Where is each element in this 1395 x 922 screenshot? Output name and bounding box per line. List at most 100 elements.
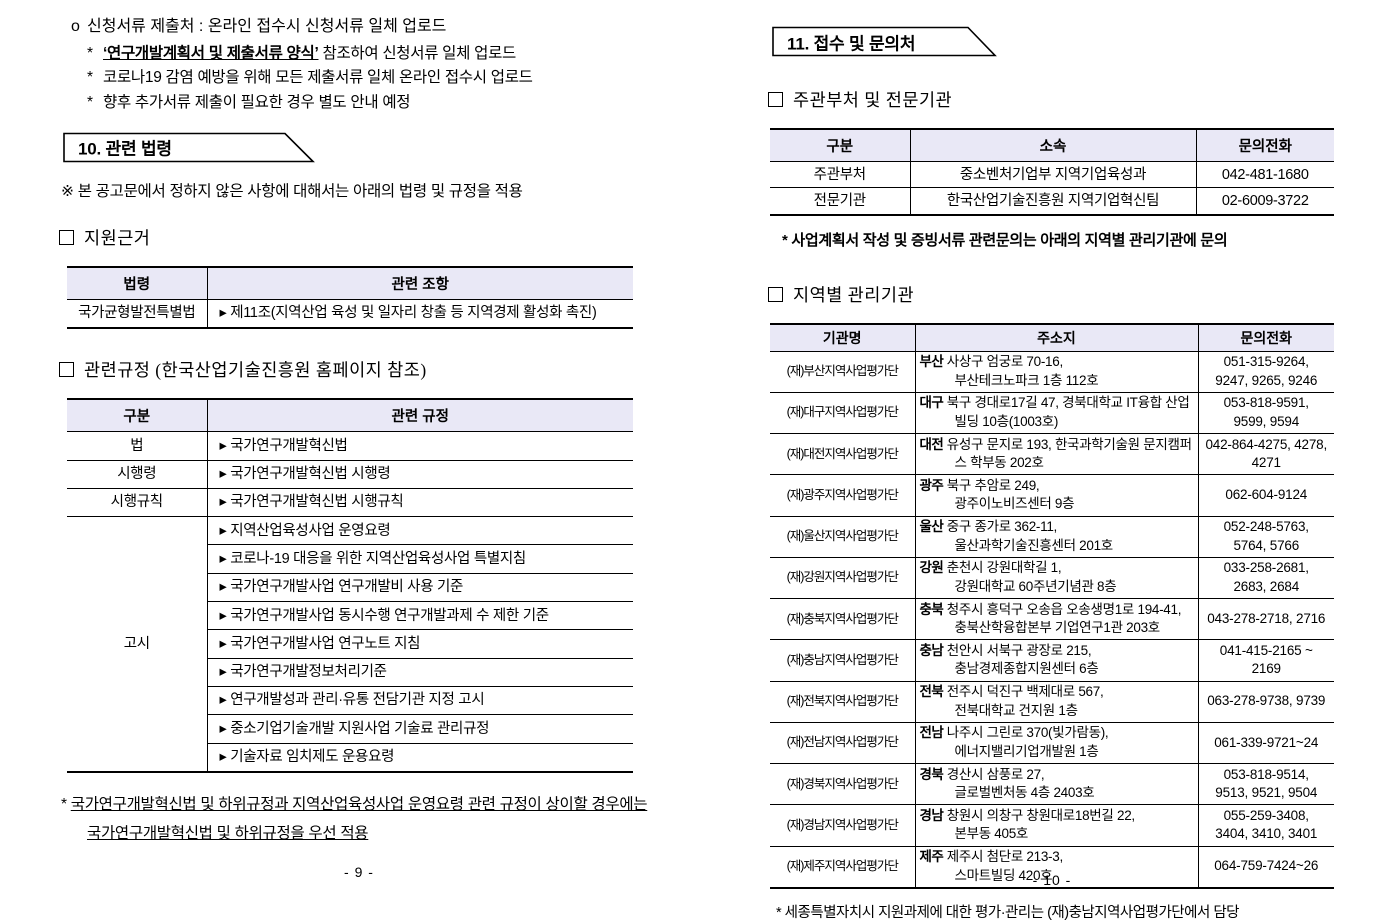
table-row: (재)전남지역사업평가단 전남 나주시 그린로 370(빛가람동), 에너지밸리기… <box>770 721 1334 764</box>
table-cell: ▸ 중소기업기술개발 지원사업 기술료 관리규정 <box>206 714 633 744</box>
table-cell: (재)대구지역사업평가단 <box>770 391 915 434</box>
table-row: (재)제주지역사업평가단 제주 제주시 첨단로 213-3, 스마트빌딩 420호… <box>770 845 1334 888</box>
region-label: 충북 <box>919 601 944 617</box>
table-cell: ▸ 국가연구개발사업 동시수행 연구개발과제 수 제한 기준 <box>206 601 633 630</box>
table-cell: 전문기관 <box>770 187 910 215</box>
table-cell: (재)충북지역사업평가단 <box>770 598 915 640</box>
footnote-text: 국가연구개발혁신법 및 하위규정과 지역산업육성사업 운영요령 관련 규정이 상… <box>70 795 648 842</box>
table-cell: 전북 전주시 덕진구 백제대로 567, 전북대학교 건지원 1층 <box>914 680 1198 723</box>
table-cell: 충북 청주시 흥덕구 오송읍 오송생명1로 194-41, 충북산학융합본부 기… <box>914 598 1198 640</box>
table-cell: 051-315-9264, 9247, 9265, 9246 <box>1197 350 1334 393</box>
table-row: ▸ 코로나-19 대응을 위한 지역산업육성사업 특별지침 <box>67 544 633 574</box>
table-cell: (재)전북지역사업평가단 <box>770 680 915 723</box>
table-cell: ▸ 국가연구개발사업 연구개발비 사용 기준 <box>206 572 633 602</box>
table-row: (재)전북지역사업평가단 전북 전주시 덕진구 백제대로 567, 전북대학교 건… <box>770 680 1334 723</box>
table-cell: 부산 사상구 엄궁로 70-16, 부산테크노파크 1층 112호 <box>914 350 1198 393</box>
table-row: ▸ 국가연구개발정보처리기준 <box>67 657 633 687</box>
region-label: 경남 <box>919 807 944 823</box>
region-label: 전남 <box>919 725 944 741</box>
intro-line-emphasis: ‘연구개발계획서 및 제출서류 양식’ <box>103 44 319 62</box>
region-label: 대전 <box>919 436 944 452</box>
table-row: (재)부산지역사업평가단 부산 사상구 엄궁로 70-16, 부산테크노파크 1층… <box>770 350 1334 393</box>
table-cell: ▸ 국가연구개발혁신법 시행규칙 <box>206 487 633 517</box>
table-cell: 042-481-1680 <box>1195 160 1334 188</box>
legal-basis-table: 법령 관련 조항 국가균형발전특별법 ▸ 제11조(지역산업 육성 및 일자리 창출 … <box>67 265 633 330</box>
region-label: 경북 <box>919 766 944 782</box>
table-cell: 주관부처 <box>770 160 910 188</box>
table-row: 국가균형발전특별법 ▸ 제11조(지역산업 육성 및 일자리 창출 등 지역경제 … <box>67 298 633 329</box>
circle-bullet: o <box>71 18 80 35</box>
asterisk-bullet: * <box>87 94 93 112</box>
page-number: - 9 - <box>344 864 374 880</box>
section-10-banner: 10. 관련 법령 <box>63 132 315 163</box>
page-number: - 10 - <box>1032 872 1072 888</box>
table-row: ▸ 국가연구개발사업 연구노트 지침 <box>67 629 633 659</box>
table-header-row: 구분 소속 문의전화 <box>770 129 1334 162</box>
table-row: 시행령 ▸ 국가연구개발혁신법 시행령 <box>67 459 633 489</box>
submission-intro-block: o 신청서류 제출처 : 온라인 접수시 신청서류 일체 업로드 * ‘연구개발계획… <box>57 0 661 116</box>
table-row: ▸ 국가연구개발사업 동시수행 연구개발과제 수 제한 기준 <box>67 601 633 630</box>
table-cell: ▸ 국가연구개발정보처리기준 <box>206 657 633 687</box>
table-cell: 043-278-2718, 2716 <box>1197 598 1334 640</box>
table-header-row: 기관명 주소지 문의전화 <box>770 323 1334 352</box>
table-cell: 062-604-9124 <box>1197 474 1334 517</box>
table-cell: (재)강원지역사업평가단 <box>770 556 915 599</box>
table-cell: (재)경북지역사업평가단 <box>770 763 915 805</box>
table-row: (재)울산지역사업평가단 울산 중구 종가로 362-11, 울산과학기술진흥센터… <box>770 515 1334 558</box>
table-header-cell: 구분 <box>770 129 910 162</box>
table-cell: (재)광주지역사업평가단 <box>770 474 915 517</box>
square-bullet-icon <box>768 92 783 107</box>
intro-line: * ‘연구개발계획서 및 제출서류 양식’ 참조하여 신청서류 일체 업로드 <box>57 42 661 67</box>
table-cell: 경북 경산시 삼풍로 27, 글로벌벤처동 4층 2403호 <box>914 763 1198 805</box>
table-cell: 울산 중구 종가로 362-11, 울산과학기술진흥센터 201호 <box>914 515 1198 558</box>
table-cell: 법 <box>67 431 207 461</box>
table-row: (재)대전지역사업평가단 대전 유성구 문지로 193, 한국과학기술원 문지캠퍼… <box>770 433 1334 475</box>
table-cell: 064-759-7424~26 <box>1197 845 1334 888</box>
subsection-heading-agencies: 주관부처 및 전문기관 <box>768 87 1338 112</box>
square-bullet-icon <box>768 286 783 302</box>
table-cell: 충남 천안시 서북구 광장로 215, 충남경제종합지원센터 6층 <box>914 639 1198 682</box>
table-cell: 제주 제주시 첨단로 213-3, 스마트빌딩 420호 <box>914 845 1198 888</box>
table-row: (재)광주지역사업평가단 광주 북구 추암로 249, 광주이노비즈센터 9층 06… <box>770 474 1334 517</box>
table-header-cell: 소속 <box>909 129 1196 162</box>
table-cell: ▸ 연구개발성과 관리·유통 전담기관 지정 고시 <box>206 685 633 715</box>
table-cell: (재)대전지역사업평가단 <box>770 433 915 475</box>
region-label: 대구 <box>919 395 944 411</box>
table-header-cell: 관련 조항 <box>206 266 633 300</box>
subsection-heading-regs: 관련규정 (한국산업기술진흥원 홈페이지 참조) <box>59 357 661 382</box>
asterisk-bullet: * <box>87 44 93 62</box>
table-cell: (재)경남지역사업평가단 <box>770 804 915 847</box>
intro-line-text: 참조하여 신청서류 일체 업로드 <box>318 44 516 62</box>
document-page-10: 11. 접수 및 문의처 주관부처 및 전문기관 구분 소속 문의전화 주관부처 중소벤… <box>766 0 1338 921</box>
table-cell: 052-248-5763, 5764, 5766 <box>1197 515 1334 558</box>
table-header-row: 법령 관련 조항 <box>67 266 633 300</box>
intro-line: * 향후 추가서류 제출이 필요한 경우 별도 안내 예정 <box>57 91 661 116</box>
region-label: 제주 <box>919 849 944 865</box>
table-cell: 063-278-9738, 9739 <box>1197 680 1334 723</box>
banner-outline <box>63 132 315 163</box>
section-11-banner: 11. 접수 및 문의처 <box>772 26 997 57</box>
table-cell: 033-258-2681, 2683, 2684 <box>1197 556 1334 599</box>
table-cell: 시행령 <box>67 459 207 489</box>
square-bullet-icon <box>59 362 74 378</box>
table-cell: 시행규칙 <box>67 487 207 517</box>
table-row: 시행규칙 ▸ 국가연구개발혁신법 시행규칙 <box>67 487 633 517</box>
region-label: 전북 <box>919 684 944 700</box>
table-row: ▸ 국가연구개발사업 연구개발비 사용 기준 <box>67 572 633 602</box>
table-cell: (재)제주지역사업평가단 <box>770 845 915 888</box>
table-row: 주관부처 중소벤처기업부 지역기업육성과 042-481-1680 <box>770 160 1334 188</box>
priority-footnote: * 국가연구개발혁신법 및 하위규정과 지역산업육성사업 운영요령 관련 규정이… <box>61 791 661 848</box>
subsection-heading-basis: 지원근거 <box>59 225 661 250</box>
document-page-9: o 신청서류 제출처 : 온라인 접수시 신청서류 일체 업로드 * ‘연구개발계획… <box>57 0 661 896</box>
table-cell: (재)전남지역사업평가단 <box>770 721 915 764</box>
asterisk-bullet: * <box>87 69 93 87</box>
table-cell: 고시 <box>67 516 207 772</box>
table-row: ▸ 중소기업기술개발 지원사업 기술료 관리규정 <box>67 714 633 744</box>
table-cell: 053-818-9591, 9599, 9594 <box>1197 391 1334 434</box>
table-cell: 한국산업기술진흥원 지역기업혁신팀 <box>909 187 1196 215</box>
related-regulations-table: 구분 관련 규정 법 ▸ 국가연구개발혁신법 시행령 ▸ 국가연구개발혁신법 시행령 시행규… <box>67 398 633 773</box>
table-cell: ▸ 국가연구개발혁신법 <box>206 431 633 461</box>
table-cell: ▸ 국가연구개발혁신법 시행령 <box>206 459 633 489</box>
table-header-cell: 기관명 <box>770 323 915 352</box>
table-row: (재)경북지역사업평가단 경북 경산시 삼풍로 27, 글로벌벤처동 4층 240… <box>770 763 1334 805</box>
